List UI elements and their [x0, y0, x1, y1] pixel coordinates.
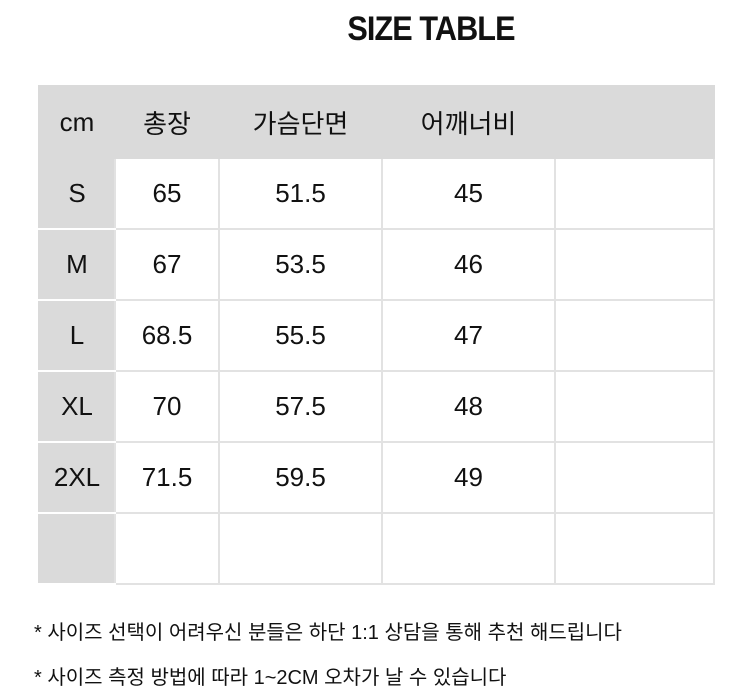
header-row: cm 총장 가슴단면 어깨너비: [38, 85, 715, 159]
value-cell: [554, 299, 715, 372]
empty-cell: [218, 512, 383, 585]
value-cell: [554, 228, 715, 301]
value-cell: 70: [114, 370, 220, 443]
value-cell: 49: [381, 441, 556, 514]
value-cell: 68.5: [114, 299, 220, 372]
size-cell: L: [38, 299, 116, 372]
table-row: M 67 53.5 46: [38, 228, 715, 301]
value-cell: 48: [381, 370, 556, 443]
value-cell: 47: [381, 299, 556, 372]
value-cell: 71.5: [114, 441, 220, 514]
header-cell: cm: [38, 85, 116, 159]
value-cell: 65: [114, 157, 220, 230]
value-cell: 55.5: [218, 299, 383, 372]
empty-row: [38, 512, 715, 585]
value-cell: 67: [114, 228, 220, 301]
size-cell: S: [38, 157, 116, 230]
table-body: cm 총장 가슴단면 어깨너비 S 65 51.5 45 M 67 53.5 46 L 68.5 55.5 4…: [38, 85, 715, 585]
value-cell: 57.5: [218, 370, 383, 443]
header-cell: [554, 85, 715, 159]
empty-cell: [114, 512, 220, 585]
table-row: XL 70 57.5 48: [38, 370, 715, 443]
value-cell: [554, 370, 715, 443]
header-cell: 총장: [114, 85, 220, 159]
value-cell: [554, 157, 715, 230]
empty-cell: [381, 512, 556, 585]
size-cell: 2XL: [38, 441, 116, 514]
header-cell: 가슴단면: [218, 85, 383, 159]
value-cell: 46: [381, 228, 556, 301]
empty-cell: [38, 512, 116, 585]
size-cell: XL: [38, 370, 116, 443]
size-cell: M: [38, 228, 116, 301]
header-cell: 어깨너비: [381, 85, 556, 159]
note: * 사이즈 측정 방법에 따라 1~2CM 오차가 날 수 있습니다: [34, 667, 507, 689]
value-cell: 51.5: [218, 157, 383, 230]
value-cell: [554, 441, 715, 514]
table-row: S 65 51.5 45: [38, 157, 715, 230]
value-cell: 59.5: [218, 441, 383, 514]
value-cell: 45: [381, 157, 556, 230]
note: * 사이즈 선택이 어려우신 분들은 하단 1:1 상담을 통해 추천 해드립니…: [34, 622, 622, 644]
title: SIZE TABLE: [347, 10, 515, 48]
table-row: L 68.5 55.5 47: [38, 299, 715, 372]
empty-cell: [554, 512, 715, 585]
size-table: cm 총장 가슴단면 어깨너비 S 65 51.5 45 M 67 53.5 46 L 68.5 55.5 4…: [38, 85, 715, 585]
value-cell: 53.5: [218, 228, 383, 301]
table-row: 2XL 71.5 59.5 49: [38, 441, 715, 514]
